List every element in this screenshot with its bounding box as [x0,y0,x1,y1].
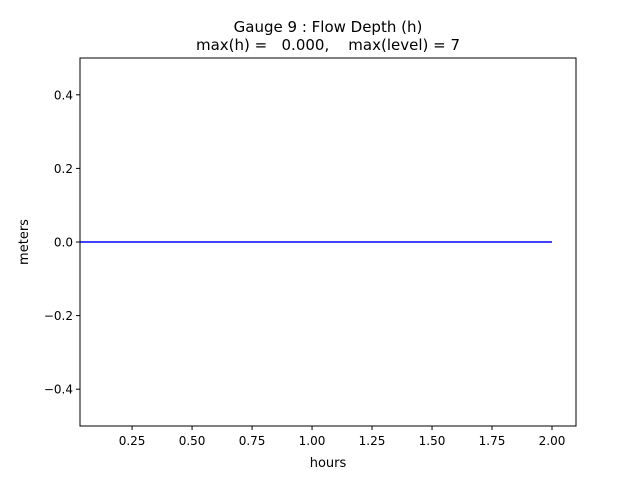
chart-title: Gauge 9 : Flow Depth (h) [234,18,423,36]
x-tick-label: 2.00 [539,434,566,448]
x-tick-label: 1.50 [419,434,446,448]
y-tick-label: −0.4 [44,383,73,397]
x-tick-label: 1.25 [359,434,386,448]
y-tick-label: 0.2 [54,162,73,176]
x-axis-label: hours [310,456,347,471]
plot-area: 0.25 0.50 0.75 1.00 1.25 1.50 1.75 2.00 −0.4 −0.2… [44,88,566,448]
y-tick-label: 0.4 [54,88,73,102]
y-axis-label: meters [17,219,32,265]
y-tick-label: −0.2 [44,309,73,323]
y-tick-label: 0.0 [54,236,73,250]
x-tick-label: 0.25 [119,434,146,448]
x-tick-label: 0.75 [239,434,266,448]
x-tick-label: 1.00 [299,434,326,448]
chart-subtitle: max(h) = 0.000, max(level) = 7 [196,36,460,54]
axes-frame [79,57,577,427]
x-tick-label: 0.50 [179,434,206,448]
x-tick-label: 1.75 [479,434,506,448]
